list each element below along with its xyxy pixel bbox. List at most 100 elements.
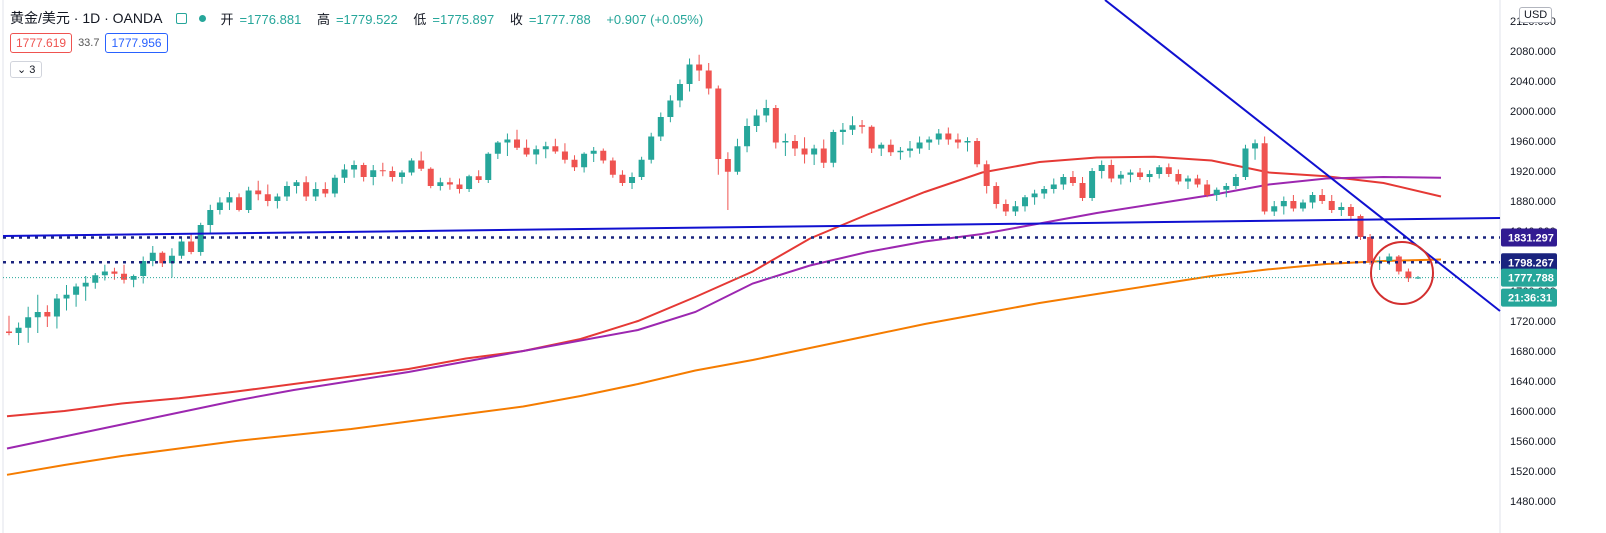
candle-body	[188, 241, 195, 252]
candle-body	[1194, 178, 1201, 185]
candle-body	[360, 165, 367, 177]
y-tick-label: 1640.000	[1510, 376, 1556, 388]
drawings	[2, 0, 1501, 312]
candle-body	[667, 100, 674, 117]
candle-body	[341, 169, 348, 178]
price-tag-bg	[1501, 288, 1557, 307]
y-tick-label: 1600.000	[1510, 406, 1556, 418]
candle-body	[868, 126, 875, 149]
candle-body	[226, 197, 233, 203]
candle-body	[791, 141, 798, 149]
y-tick-label: 2040.000	[1510, 76, 1556, 88]
candle-body	[897, 150, 904, 153]
high-value: =1779.522	[335, 11, 398, 27]
ask-button[interactable]: 1777.956	[105, 33, 168, 53]
candle-body	[782, 141, 789, 143]
candle-body	[619, 174, 626, 183]
candle-body	[1012, 206, 1019, 212]
bid-ask-row: 1777.619 33.7 1777.956	[10, 33, 168, 53]
support-trendline	[2, 217, 1501, 237]
candle-body	[954, 139, 961, 143]
bid-button[interactable]: 1777.619	[10, 33, 73, 53]
candle-body	[830, 132, 837, 163]
price-tag-label: 21:36:31	[1508, 293, 1552, 305]
candle-body	[245, 190, 252, 210]
candle-body	[504, 139, 511, 143]
candle-body	[456, 184, 463, 189]
candle-body	[1357, 216, 1364, 237]
close-label: 收	[509, 11, 523, 27]
candle-body	[1156, 167, 1163, 174]
candles	[6, 54, 1421, 345]
candle-body	[53, 298, 60, 317]
chevron-down-icon: ⌄	[17, 64, 27, 76]
candle-body	[600, 150, 607, 161]
candle-body	[264, 194, 271, 201]
currency-button[interactable]: USD	[1519, 7, 1553, 23]
price-tag: 1777.788	[1501, 268, 1557, 287]
candle-body	[657, 117, 664, 137]
candle-body	[878, 144, 885, 149]
candle-body	[1405, 271, 1412, 279]
candle-body	[351, 165, 358, 170]
candle-body	[696, 64, 703, 71]
candle-body	[715, 88, 722, 159]
candle-body	[408, 160, 415, 173]
candle-body	[916, 142, 923, 149]
candle-body	[1280, 201, 1287, 207]
candle-body	[197, 225, 204, 252]
y-tick-label: 2080.000	[1510, 46, 1556, 58]
candle-body	[1328, 201, 1335, 210]
candle-body	[514, 139, 521, 148]
candle-body	[1098, 165, 1105, 171]
candle-body	[437, 182, 444, 186]
candle-body	[446, 182, 453, 185]
candle-body	[1271, 206, 1278, 212]
candle-body	[581, 153, 588, 168]
symbol-title[interactable]: 黄金/美元 · 1D · OANDA	[10, 10, 163, 26]
candle-body	[1347, 207, 1354, 216]
candle-body	[331, 177, 338, 194]
y-tick-label: 1480.000	[1510, 496, 1556, 508]
candle-body	[494, 142, 501, 154]
indicator-count: 3	[29, 64, 36, 76]
price-tag: 21:36:31	[1501, 288, 1557, 307]
candle-body	[772, 108, 779, 143]
candle-body	[983, 164, 990, 186]
y-tick-label: 1560.000	[1510, 436, 1556, 448]
market-status-icon[interactable]	[176, 12, 188, 24]
candle-body	[1146, 174, 1153, 177]
candle-body	[763, 108, 770, 116]
low-label: 低	[413, 11, 427, 27]
candle-body	[648, 136, 655, 160]
candle-body	[1165, 167, 1172, 174]
candle-body	[427, 168, 434, 186]
price-tag-bg	[1501, 228, 1557, 247]
price-tag: 1798.267	[1501, 253, 1557, 272]
candle-body	[121, 273, 128, 280]
change-value: +0.907 (+0.05%)	[606, 11, 704, 27]
moving-averages	[6, 155, 1442, 476]
candle-body	[629, 177, 636, 183]
ma-line	[6, 175, 1442, 450]
candle-body	[590, 150, 597, 154]
candle-body	[839, 129, 846, 132]
candle-body	[485, 153, 492, 180]
candle-body	[993, 186, 1000, 204]
highlight-circle	[1370, 241, 1434, 305]
candle-body	[178, 241, 185, 256]
indicators-toggle[interactable]: ⌄ 3	[10, 61, 43, 78]
candle-body	[398, 172, 405, 177]
candle-body	[964, 141, 971, 143]
candle-body	[283, 186, 290, 197]
candle-body	[312, 189, 319, 197]
candle-body	[6, 331, 12, 333]
candle-body	[849, 125, 856, 130]
ma-line	[6, 258, 1442, 476]
candle-body	[73, 286, 80, 295]
resistance-trendline	[1104, 0, 1501, 312]
candle-body	[322, 189, 329, 194]
candle-body	[216, 202, 223, 210]
y-tick-label: 1960.000	[1510, 136, 1556, 148]
